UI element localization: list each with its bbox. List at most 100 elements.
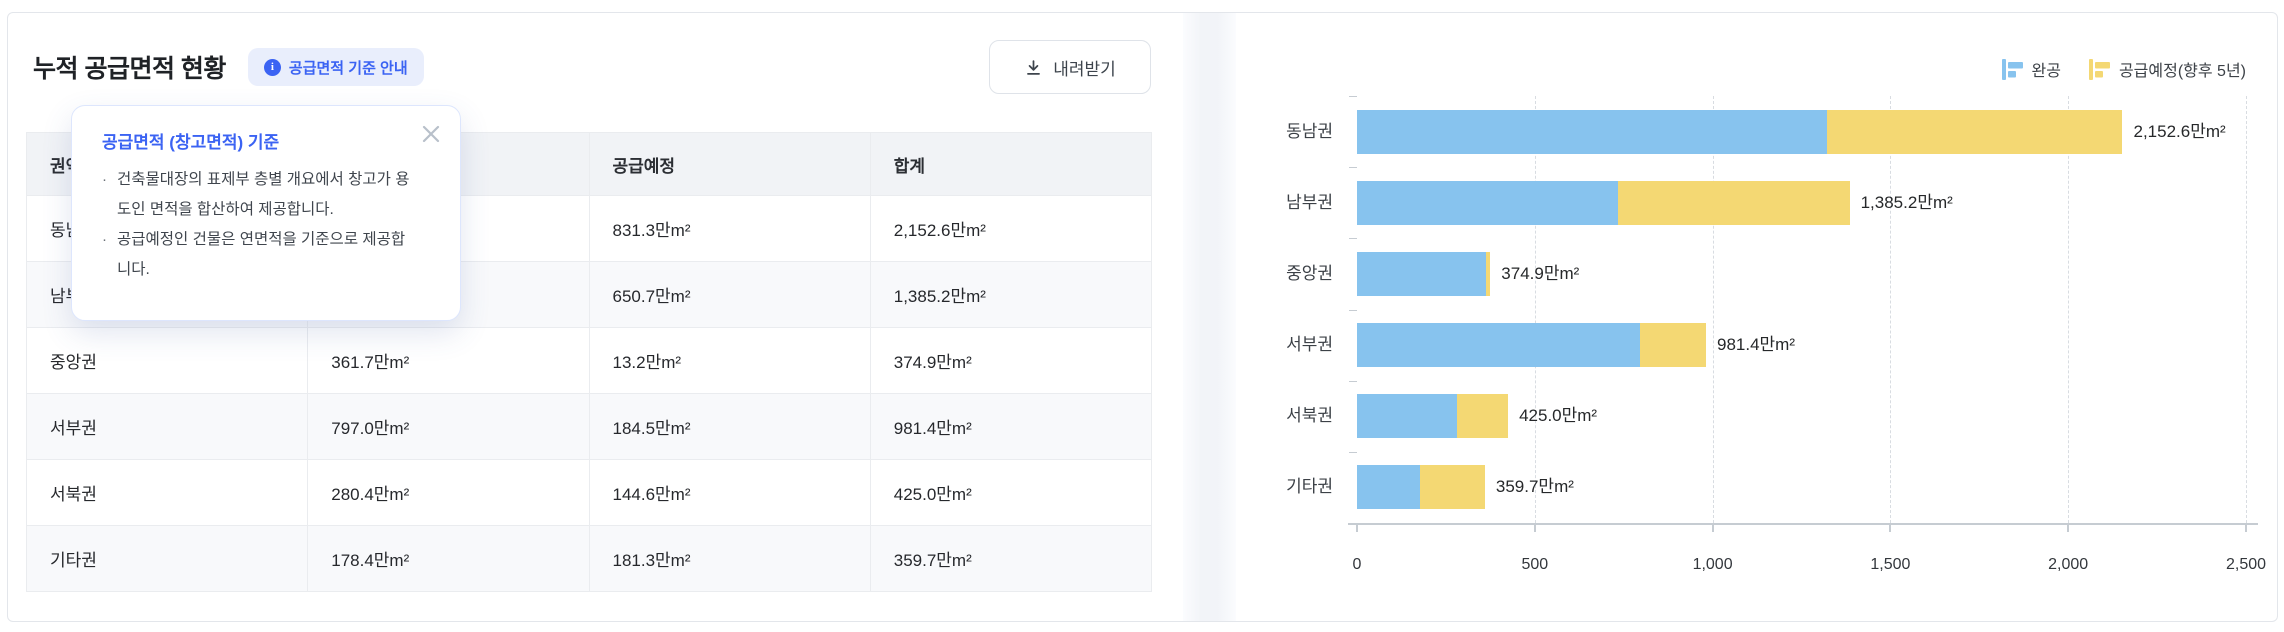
region-cell: 기타권: [25, 525, 309, 592]
bar-segment-planned[interactable]: [1640, 323, 1706, 368]
y-axis-tick: [1349, 96, 1357, 97]
planned-cell: 184.5만m²: [588, 393, 871, 460]
region-cell: 서북권: [25, 459, 309, 526]
x-axis-tick: [1711, 525, 1714, 532]
y-axis-tick: [1349, 380, 1357, 382]
bar-segment-completed[interactable]: [1357, 465, 1421, 510]
table-row: 기타권 178.4만m² 181.3만m² 359.7만m²: [25, 525, 1153, 592]
total-cell: 2,152.6만m²: [869, 195, 1153, 262]
panel-divider: [1183, 13, 1236, 621]
bar-segment-completed[interactable]: [1357, 323, 1641, 368]
planned-cell: 181.3만m²: [588, 525, 871, 592]
info-badge-label: 공급면적 기준 안내: [288, 59, 408, 77]
total-cell: 359.7만m²: [869, 525, 1153, 592]
download-icon: [1024, 58, 1043, 77]
info-badge-button[interactable]: i 공급면적 기준 안내: [247, 48, 424, 86]
category-label: 기타권: [1286, 477, 1333, 497]
bullet-dot: ·: [102, 171, 107, 188]
info-icon: i: [263, 58, 281, 76]
x-axis-tick: [1356, 525, 1358, 532]
bar-total-label: 981.4만m²: [1717, 335, 1796, 355]
bar-segment-completed[interactable]: [1357, 394, 1457, 439]
gridline: [1534, 96, 1536, 523]
planned-cell: 13.2만m²: [588, 327, 871, 394]
bar-total-label: 2,152.6만m²: [2133, 121, 2226, 141]
info-tooltip-popover: 공급면적 (창고면적) 기준 · 건축물대장의 표제부 층별 개요에서 창고가 용…: [71, 105, 461, 321]
planned-cell: 650.7만m²: [588, 261, 871, 328]
completed-cell: 280.4만m²: [307, 459, 590, 526]
bar-segment-planned[interactable]: [1826, 109, 2123, 154]
table-row: 서부권 797.0만m² 184.5만m² 981.4만m²: [25, 393, 1153, 460]
table-row: 중앙권 361.7만m² 13.2만m² 374.9만m²: [25, 327, 1153, 394]
x-axis-label: 0: [1352, 556, 1362, 573]
x-axis-line: [1348, 523, 2258, 525]
category-label: 서부권: [1286, 335, 1333, 355]
bar-total-label: 359.7만m²: [1495, 477, 1574, 497]
x-axis-label: 1,000: [1692, 556, 1733, 573]
completed-cell: 797.0만m²: [307, 393, 590, 460]
bar-total-label: 425.0만m²: [1519, 406, 1598, 426]
tooltip-bullet-list: · 건축물대장의 표제부 층별 개요에서 창고가 용도인 면적을 합산하여 제공합…: [102, 165, 436, 285]
tooltip-bullet: · 공급예정인 건물은 연면적을 기준으로 제공합니다.: [102, 225, 436, 285]
gridline: [1890, 96, 1892, 523]
bar-segment-planned[interactable]: [1456, 394, 1509, 439]
bar-segment-completed[interactable]: [1357, 109, 1827, 154]
close-icon[interactable]: [418, 122, 444, 148]
bar-total-label: 1,385.2만m²: [1860, 192, 1953, 212]
bar-segment-planned[interactable]: [1420, 465, 1485, 510]
bar-segment-planned[interactable]: [1618, 180, 1850, 225]
gridline: [2068, 96, 2070, 523]
x-axis-tick: [1533, 525, 1536, 532]
y-axis-tick: [1349, 523, 1357, 524]
category-label: 서북권: [1286, 406, 1333, 426]
legend-label: 완공: [2031, 63, 2061, 80]
category-label: 남부권: [1286, 192, 1333, 212]
bullet-text: 건축물대장의 표제부 층별 개요에서 창고가 용도인 면적을 합산하여 제공합니…: [117, 171, 410, 218]
download-label: 내려받기: [1053, 59, 1116, 79]
table-row: 서북권 280.4만m² 144.6만m² 425.0만m²: [25, 459, 1153, 526]
region-cell: 중앙권: [25, 327, 309, 394]
tooltip-title: 공급면적 (창고면적) 기준: [102, 133, 280, 152]
page-title: 누적 공급면적 현황: [33, 55, 226, 83]
region-cell: 서부권: [25, 393, 309, 460]
bar-segment-planned[interactable]: [1485, 251, 1491, 296]
x-axis-tick: [2245, 525, 2247, 532]
category-label: 중앙권: [1286, 263, 1333, 283]
total-cell: 425.0만m²: [869, 459, 1153, 526]
bar-segment-completed[interactable]: [1357, 251, 1486, 296]
x-axis-tick: [2067, 525, 2070, 532]
column-header: 합계: [869, 132, 1153, 196]
total-cell: 1,385.2만m²: [869, 261, 1153, 328]
bullet-text: 공급예정인 건물은 연면적을 기준으로 제공합니다.: [117, 231, 406, 278]
y-axis-tick: [1349, 167, 1357, 169]
gridline: [1712, 96, 1714, 523]
download-button[interactable]: 내려받기: [989, 40, 1151, 94]
legend-label: 공급예정(향후 5년): [2118, 63, 2246, 80]
chart-legend: 완공 공급예정(향후 5년): [2001, 57, 2246, 81]
planned-cell: 831.3만m²: [588, 195, 871, 262]
x-axis-label: 500: [1521, 556, 1549, 573]
y-axis-tick: [1349, 451, 1357, 453]
total-cell: 374.9만m²: [869, 327, 1153, 394]
legend-swatch-icon: [2001, 58, 2023, 80]
completed-cell: 178.4만m²: [307, 525, 590, 592]
bar-total-label: 374.9만m²: [1501, 263, 1580, 283]
x-axis-label: 1,500: [1870, 556, 1911, 573]
total-cell: 981.4만m²: [869, 393, 1153, 460]
supply-area-card: 누적 공급면적 현황 i 공급면적 기준 안내 내려받기 권역완공공급예정합계 …: [7, 12, 2278, 622]
bar-segment-completed[interactable]: [1357, 180, 1619, 225]
category-label: 동남권: [1286, 121, 1333, 141]
x-axis-tick: [1889, 525, 1892, 532]
y-axis-tick: [1349, 238, 1357, 240]
y-axis-tick: [1349, 309, 1357, 311]
tooltip-bullet: · 건축물대장의 표제부 층별 개요에서 창고가 용도인 면적을 합산하여 제공합…: [102, 165, 436, 225]
legend-swatch-icon: [2088, 58, 2110, 80]
legend-item[interactable]: 완공: [2001, 57, 2061, 81]
column-header: 공급예정: [588, 132, 871, 196]
x-axis-label: 2,500: [2225, 556, 2267, 573]
x-axis-label: 2,000: [2048, 556, 2089, 573]
gridline: [2246, 96, 2247, 523]
left-panel-header: 누적 공급면적 현황 i 공급면적 기준 안내 내려받기: [33, 39, 1151, 95]
legend-item[interactable]: 공급예정(향후 5년): [2088, 57, 2246, 81]
planned-cell: 144.6만m²: [588, 459, 871, 526]
